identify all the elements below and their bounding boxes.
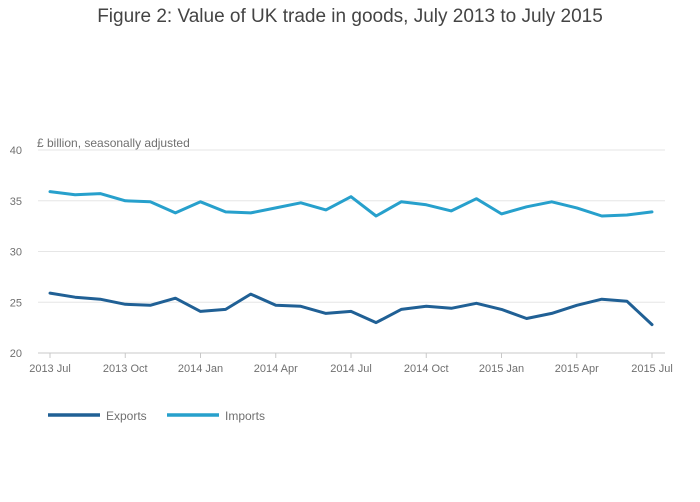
legend-label-exports: Exports xyxy=(106,409,147,423)
series-line-imports xyxy=(48,190,654,218)
x-tick-label: 2013 Jul xyxy=(29,363,71,375)
y-axis-unit-label: £ billion, seasonally adjusted xyxy=(37,136,190,150)
y-tick-label: 30 xyxy=(10,247,22,259)
y-tick-label: 40 xyxy=(10,145,22,157)
gridlines xyxy=(38,149,665,354)
series-line-exports xyxy=(48,291,654,327)
y-tick-label: 35 xyxy=(10,196,22,208)
y-tick-label: 25 xyxy=(10,297,22,309)
x-tick-label: 2014 Jul xyxy=(330,363,372,375)
x-tick-label: 2015 Jul xyxy=(631,363,673,375)
x-tick-label: 2015 Apr xyxy=(555,363,599,375)
x-tick-label: 2014 Oct xyxy=(404,363,449,375)
legend-label-imports: Imports xyxy=(225,409,265,423)
chart-title: Figure 2: Value of UK trade in goods, Ju… xyxy=(97,6,603,27)
x-tick-label: 2015 Jan xyxy=(479,363,524,375)
series-lines xyxy=(48,190,654,327)
y-tick-label: 20 xyxy=(10,348,22,360)
x-tick-label: 2014 Apr xyxy=(254,363,298,375)
y-axis-ticks: 20 25 30 35 40 xyxy=(10,145,22,360)
x-axis-ticks: 2013 Jul 2013 Oct 2014 Jan 2014 Apr 2014 Jul… xyxy=(29,353,673,375)
x-tick-label: 2013 Oct xyxy=(103,363,148,375)
legend: Exports Imports xyxy=(48,409,265,423)
x-tick-label: 2014 Jan xyxy=(178,363,223,375)
